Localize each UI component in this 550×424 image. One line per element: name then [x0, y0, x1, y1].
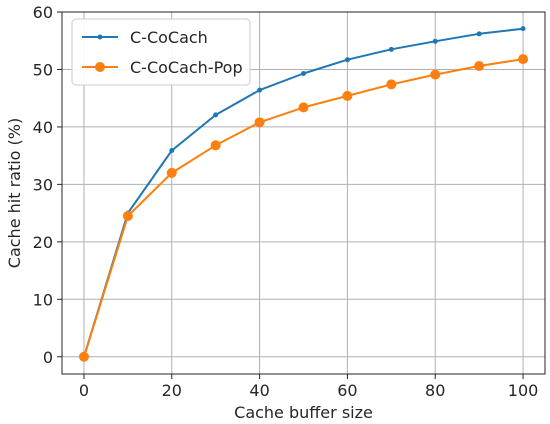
x-axis-ticks: 0 20 40 60 80 100: [79, 374, 538, 400]
legend-label-c-cocach: C-CoCach: [130, 28, 208, 47]
data-point-c-cocach: [476, 31, 482, 37]
x-tick-label: 80: [425, 381, 445, 400]
data-point-c-cocach: [520, 26, 526, 32]
data-point-c-cocach-pop: [254, 117, 265, 128]
data-point-c-cocach: [169, 147, 175, 153]
data-point-c-cocach-pop: [474, 61, 485, 72]
legend-label-c-cocach-pop: C-CoCach-Pop: [130, 58, 243, 77]
data-point-c-cocach-pop: [386, 79, 397, 90]
series-layer: [78, 26, 529, 362]
legend-marker-c-cocach-pop: [95, 62, 105, 72]
legend: C-CoCach C-CoCach-Pop: [71, 18, 251, 86]
y-tick-label: 30: [33, 175, 53, 194]
x-tick-label: 0: [79, 381, 89, 400]
data-point-c-cocach: [213, 112, 219, 118]
legend-box: [71, 18, 251, 86]
data-point-c-cocach-pop: [166, 167, 177, 178]
y-tick-label: 50: [33, 60, 53, 79]
data-point-c-cocach: [432, 38, 438, 44]
plot-frame: [61, 11, 546, 375]
data-point-c-cocach: [301, 70, 306, 76]
data-point-c-cocach-pop: [518, 54, 529, 65]
y-tick-label: 10: [33, 290, 53, 309]
data-point-c-cocach: [388, 46, 394, 52]
y-tick-label: 60: [33, 3, 53, 22]
data-point-c-cocach-pop: [430, 69, 441, 80]
y-tick-label: 20: [33, 233, 53, 252]
data-point-c-cocach-pop: [210, 140, 221, 151]
x-tick-label: 100: [508, 381, 539, 400]
grid-lines: [62, 11, 545, 374]
data-point-c-cocach-pop: [298, 102, 309, 113]
data-point-c-cocach-pop: [78, 351, 89, 362]
y-axis-ticks: 0 10 20 30 40 50 60: [33, 3, 62, 367]
x-tick-label: 20: [162, 381, 182, 400]
y-tick-label: 0: [43, 348, 53, 367]
y-tick-label: 40: [33, 118, 53, 137]
x-tick-label: 60: [337, 381, 357, 400]
legend-marker-c-cocach: [97, 34, 103, 40]
data-point-c-cocach: [257, 87, 263, 93]
data-point-c-cocach-pop: [122, 210, 133, 221]
data-point-c-cocach: [344, 57, 350, 63]
y-axis-label: Cache hit ratio (%): [5, 118, 24, 268]
x-tick-label: 40: [249, 381, 269, 400]
x-axis-label: Cache buffer size: [234, 403, 373, 422]
data-point-c-cocach-pop: [342, 90, 353, 101]
